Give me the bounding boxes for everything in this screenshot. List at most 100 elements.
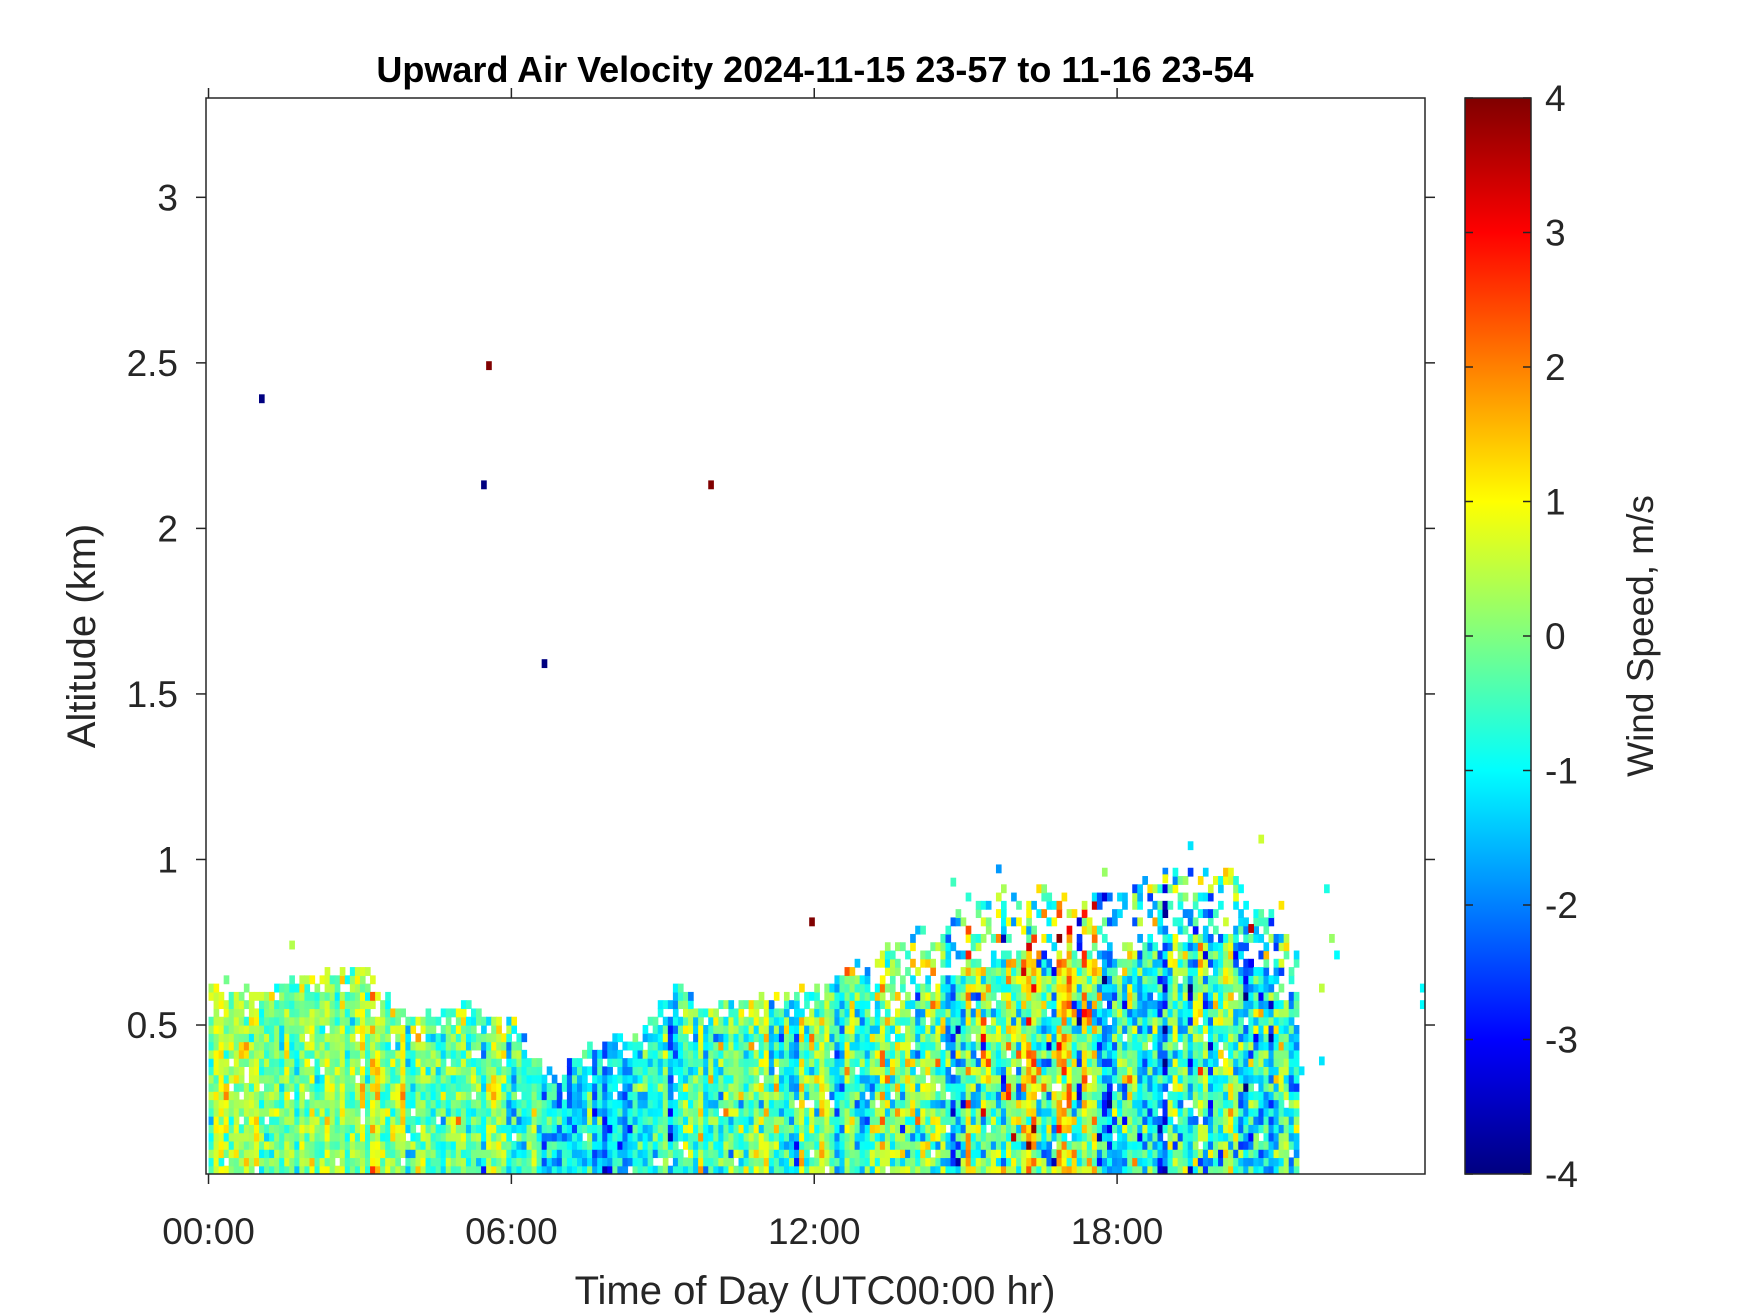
heatmap-cell [1172, 1140, 1179, 1150]
heatmap-cell [844, 1099, 851, 1109]
heatmap-cell [248, 1132, 255, 1142]
heatmap-cell [1228, 1074, 1234, 1084]
heatmap-cell [995, 1140, 1002, 1150]
heatmap-cell [910, 1132, 916, 1142]
heatmap-cell [985, 967, 992, 976]
heatmap-cell [541, 1116, 548, 1125]
heatmap-cell [1112, 975, 1118, 985]
heatmap-cell [354, 1099, 361, 1109]
heatmap-cell [304, 1132, 311, 1142]
heatmap-cell [950, 1140, 957, 1150]
heatmap-cell [607, 1074, 613, 1084]
heatmap-cell [1117, 1124, 1123, 1134]
heatmap-cell [1162, 942, 1169, 952]
heatmap-cell [430, 1165, 437, 1174]
heatmap-cell [814, 1107, 820, 1117]
heatmap-cell [269, 1099, 275, 1109]
heatmap-cell [218, 1132, 225, 1142]
heatmap-cell [1182, 958, 1189, 968]
heatmap-cell [935, 1116, 942, 1125]
heatmap-cell [365, 1066, 371, 1076]
heatmap-cell [693, 1116, 699, 1125]
heatmap-cell [582, 1082, 588, 1092]
heatmap-cell [471, 1074, 477, 1084]
heatmap-cell [945, 1025, 952, 1034]
heatmap-cell [889, 1025, 896, 1034]
heatmap-cell [1182, 925, 1189, 935]
heatmap-cell [1278, 1140, 1285, 1150]
heatmap-cell [1127, 1049, 1133, 1059]
heatmap-cell [940, 1124, 947, 1134]
heatmap-cell [672, 1033, 679, 1043]
heatmap-cell [375, 1066, 381, 1076]
heatmap-cell [1091, 1025, 1098, 1034]
heatmap-cell [1137, 1016, 1143, 1026]
heatmap-cell [289, 975, 295, 985]
heatmap-cell [1253, 1033, 1260, 1043]
heatmap-cell [556, 1157, 563, 1167]
heatmap-cell [778, 1140, 785, 1150]
heatmap-cell [309, 1099, 316, 1109]
heatmap-cell [970, 1132, 977, 1142]
heatmap-cell [435, 1058, 442, 1067]
heatmap-cell [577, 1132, 583, 1142]
heatmap-cell [1147, 1025, 1154, 1034]
heatmap-cell [465, 1149, 472, 1159]
heatmap-cell [1081, 1008, 1088, 1018]
heatmap-cell [571, 1132, 578, 1142]
heatmap-cell [329, 1165, 336, 1174]
heatmap-cell [294, 1116, 300, 1125]
heatmap-cell [319, 1033, 326, 1043]
heatmap-cell [657, 1107, 664, 1117]
heatmap-cell [228, 1016, 235, 1026]
heatmap-cell [672, 1132, 679, 1142]
heatmap-cell [768, 1008, 775, 1018]
heatmap-cell [829, 1041, 836, 1051]
heatmap-cell [970, 1008, 977, 1018]
heatmap-cell [1192, 925, 1199, 935]
heatmap-cell [657, 1091, 664, 1101]
heatmap-cell [1006, 1099, 1012, 1109]
heatmap-cell [945, 1116, 952, 1125]
heatmap-cell [900, 1149, 906, 1159]
heatmap-cell [1071, 1082, 1078, 1092]
heatmap-cell [859, 1025, 866, 1034]
heatmap-cell [814, 1033, 820, 1043]
heatmap-cell [910, 1033, 916, 1043]
heatmap-cell [284, 1074, 290, 1084]
heatmap-cell [1202, 1149, 1209, 1159]
heatmap-cell [708, 1074, 714, 1084]
heatmap-cell [1046, 1082, 1053, 1092]
heatmap-cell [218, 1157, 225, 1167]
heatmap-cell [990, 1008, 997, 1018]
heatmap-cell [1122, 1165, 1128, 1174]
heatmap-cell [1101, 1074, 1108, 1084]
heatmap-cell [708, 1049, 714, 1059]
heatmap-cell [1011, 1107, 1017, 1117]
heatmap-cell [526, 1116, 533, 1125]
heatmap-cell [1086, 925, 1093, 935]
heatmap-cell [243, 983, 250, 993]
heatmap-cell [935, 1016, 942, 1026]
heatmap-cell [1258, 1107, 1265, 1117]
heatmap-cell [349, 1000, 356, 1010]
heatmap-cell [647, 1016, 654, 1026]
heatmap-cell [1213, 1000, 1219, 1010]
heatmap-cell [1147, 975, 1154, 985]
heatmap-cell [854, 1074, 861, 1084]
heatmap-cell [824, 991, 830, 1001]
heatmap-cell [915, 1099, 921, 1109]
heatmap-cell [435, 1132, 442, 1142]
heatmap-cell [1218, 1132, 1224, 1142]
heatmap-cell [1192, 983, 1199, 993]
heatmap-cell [279, 983, 285, 993]
heatmap-cell [768, 1165, 775, 1174]
heatmap-cell [1096, 1116, 1103, 1125]
heatmap-cell [1273, 1116, 1280, 1125]
heatmap-cell [1223, 867, 1229, 877]
heatmap-cell [415, 1049, 422, 1059]
heatmap-cell [496, 1149, 502, 1159]
heatmap-cell [783, 1157, 790, 1167]
heatmap-cell [551, 1091, 558, 1101]
heatmap-cell [667, 1041, 674, 1051]
